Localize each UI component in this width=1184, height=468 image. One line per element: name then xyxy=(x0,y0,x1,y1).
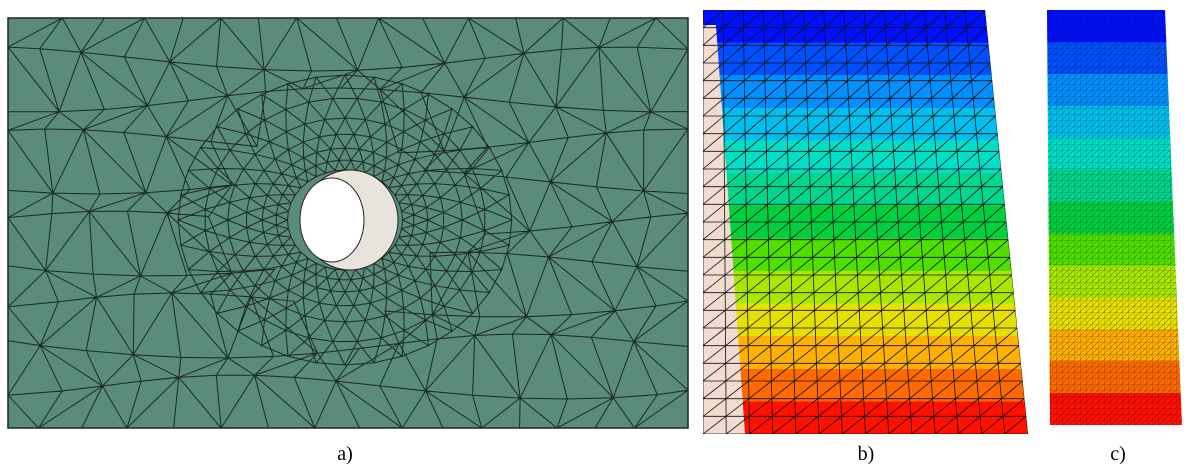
hole xyxy=(300,178,364,262)
panel-label: b) xyxy=(858,443,875,465)
panel-b xyxy=(703,10,1028,434)
panel-c xyxy=(1047,10,1182,425)
mesh xyxy=(1047,10,1182,425)
figure: a) b) c) xyxy=(0,0,1184,468)
panel-label: c) xyxy=(1110,443,1126,465)
panel-label: a) xyxy=(337,443,353,465)
panel-a xyxy=(8,18,688,428)
